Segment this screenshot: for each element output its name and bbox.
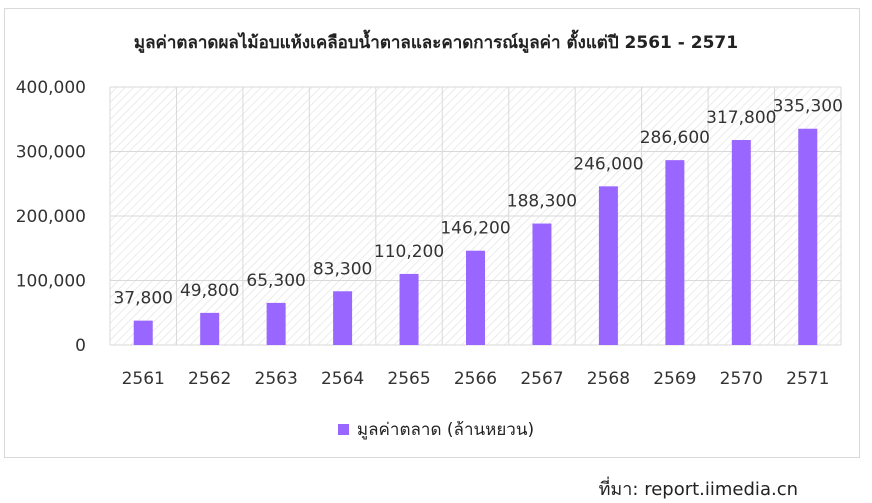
x-tick-label: 2569 bbox=[653, 369, 696, 389]
bar bbox=[200, 312, 220, 345]
data-label: 83,300 bbox=[313, 259, 372, 279]
bar bbox=[598, 186, 618, 345]
data-label: 188,300 bbox=[507, 192, 577, 212]
data-label: 335,300 bbox=[773, 97, 843, 117]
bar bbox=[665, 160, 685, 345]
x-tick-label: 2567 bbox=[520, 369, 563, 389]
bar bbox=[133, 320, 153, 345]
data-label: 37,800 bbox=[113, 289, 172, 309]
x-tick-label: 2568 bbox=[587, 369, 630, 389]
source-text: report.iimedia.cn bbox=[644, 479, 798, 500]
x-tick-label: 2565 bbox=[387, 369, 430, 389]
y-tick-label: 100,000 bbox=[16, 272, 86, 292]
bar bbox=[798, 128, 818, 345]
y-tick-label: 200,000 bbox=[16, 207, 86, 227]
data-label: 65,300 bbox=[246, 271, 305, 291]
x-tick-label: 2566 bbox=[454, 369, 497, 389]
data-label: 317,800 bbox=[706, 108, 776, 128]
y-tick-label: 400,000 bbox=[16, 78, 86, 98]
chart-title: มูลค่าตลาดผลไม้อบแห้งเคลือบน้ำตาลและคาดก… bbox=[133, 33, 739, 53]
bar bbox=[399, 273, 419, 345]
data-label: 146,200 bbox=[440, 219, 510, 239]
source-note: ที่มา: report.iimedia.cn bbox=[599, 474, 798, 503]
x-tick-label: 2561 bbox=[122, 369, 165, 389]
y-tick-label: 0 bbox=[75, 336, 86, 356]
y-tick-label: 300,000 bbox=[16, 143, 86, 163]
x-tick-label: 2563 bbox=[255, 369, 298, 389]
data-label: 246,000 bbox=[573, 154, 643, 174]
x-tick-label: 2562 bbox=[188, 369, 231, 389]
x-tick-label: 2564 bbox=[321, 369, 364, 389]
data-label: 110,200 bbox=[374, 242, 444, 262]
bar bbox=[333, 291, 353, 345]
x-tick-label: 2570 bbox=[720, 369, 763, 389]
bar bbox=[466, 250, 485, 345]
bar bbox=[266, 302, 286, 345]
legend: มูลค่าตลาด (ล้านหยวน) bbox=[0, 416, 872, 443]
bar bbox=[731, 140, 751, 345]
x-tick-label: 2571 bbox=[786, 369, 829, 389]
legend-label: มูลค่าตลาด (ล้านหยวน) bbox=[356, 420, 535, 440]
data-label: 286,600 bbox=[640, 128, 710, 148]
bar bbox=[532, 223, 552, 345]
legend-swatch bbox=[337, 424, 349, 435]
source-label: ที่มา: bbox=[598, 479, 639, 500]
data-label: 49,800 bbox=[180, 281, 239, 301]
